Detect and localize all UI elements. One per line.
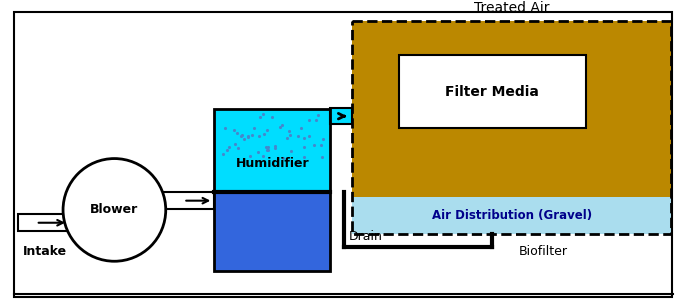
Bar [163,192,214,209]
Bar [352,21,671,234]
Text: Humidifier: Humidifier [236,157,309,170]
Text: Treated Air: Treated Air [474,1,550,15]
Bar [214,109,330,271]
Text: Blower: Blower [90,203,139,216]
Circle shape [63,159,166,261]
Bar [352,21,671,197]
Text: Drain: Drain [349,230,383,243]
Bar [330,108,352,124]
Text: Intake: Intake [23,245,67,258]
Text: Filter Media: Filter Media [445,85,539,98]
FancyBboxPatch shape [398,55,586,128]
Bar [214,193,330,271]
Text: Air Distribution (Gravel): Air Distribution (Gravel) [431,209,592,222]
Text: Biofilter: Biofilter [519,245,568,258]
Bar [214,109,330,193]
Bar [352,197,671,234]
Bar [19,214,68,232]
